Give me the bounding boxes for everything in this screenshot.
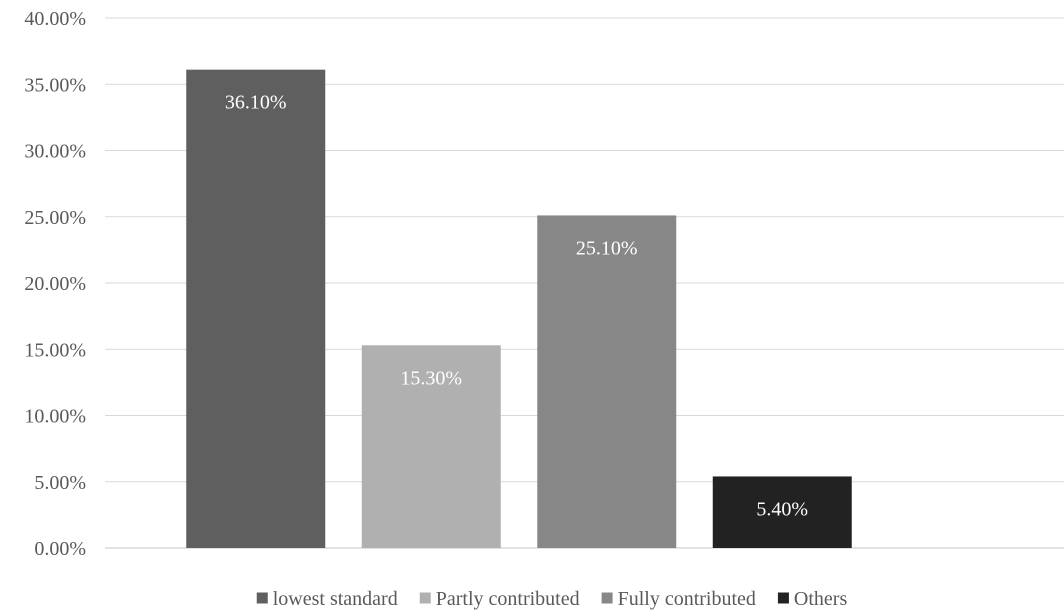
legend-label: Fully contributed — [618, 588, 756, 610]
legend-swatch — [601, 592, 613, 604]
legend-label: lowest standard — [273, 588, 398, 610]
legend: lowest standard Partly contributed Fully c… — [256, 588, 848, 610]
legend-swatch — [777, 592, 789, 604]
legend-swatch — [256, 592, 268, 604]
legend-label: Partly contributed — [436, 588, 580, 610]
y-tick-label: 40.00% — [24, 8, 86, 30]
y-tick-label: 10.00% — [24, 406, 86, 428]
y-tick-label: 20.00% — [24, 273, 86, 295]
bar — [537, 215, 677, 549]
data-label: 15.30% — [400, 367, 462, 389]
data-label: 25.10% — [576, 237, 638, 259]
legend-label: Others — [794, 588, 848, 610]
data-label: 5.40% — [756, 498, 808, 520]
bar — [361, 345, 501, 548]
y-tick-label: 5.00% — [34, 472, 86, 494]
y-tick-label: 35.00% — [24, 74, 86, 96]
data-label: 36.10% — [225, 92, 287, 114]
legend-swatch — [419, 592, 431, 604]
y-tick-label: 25.00% — [24, 207, 86, 229]
y-tick-label: 30.00% — [24, 141, 86, 163]
y-tick-label: 0.00% — [34, 538, 86, 560]
bar — [186, 69, 326, 549]
bars — [186, 69, 852, 549]
bar — [712, 476, 852, 548]
data-labels: 36.10% 15.30% 25.10% 5.40% — [225, 92, 808, 521]
y-tick-label: 15.00% — [24, 339, 86, 361]
y-axis-tick-labels: 0.00% 5.00% 10.00% 15.00% 20.00% 25.00% 30.00%… — [24, 8, 86, 560]
